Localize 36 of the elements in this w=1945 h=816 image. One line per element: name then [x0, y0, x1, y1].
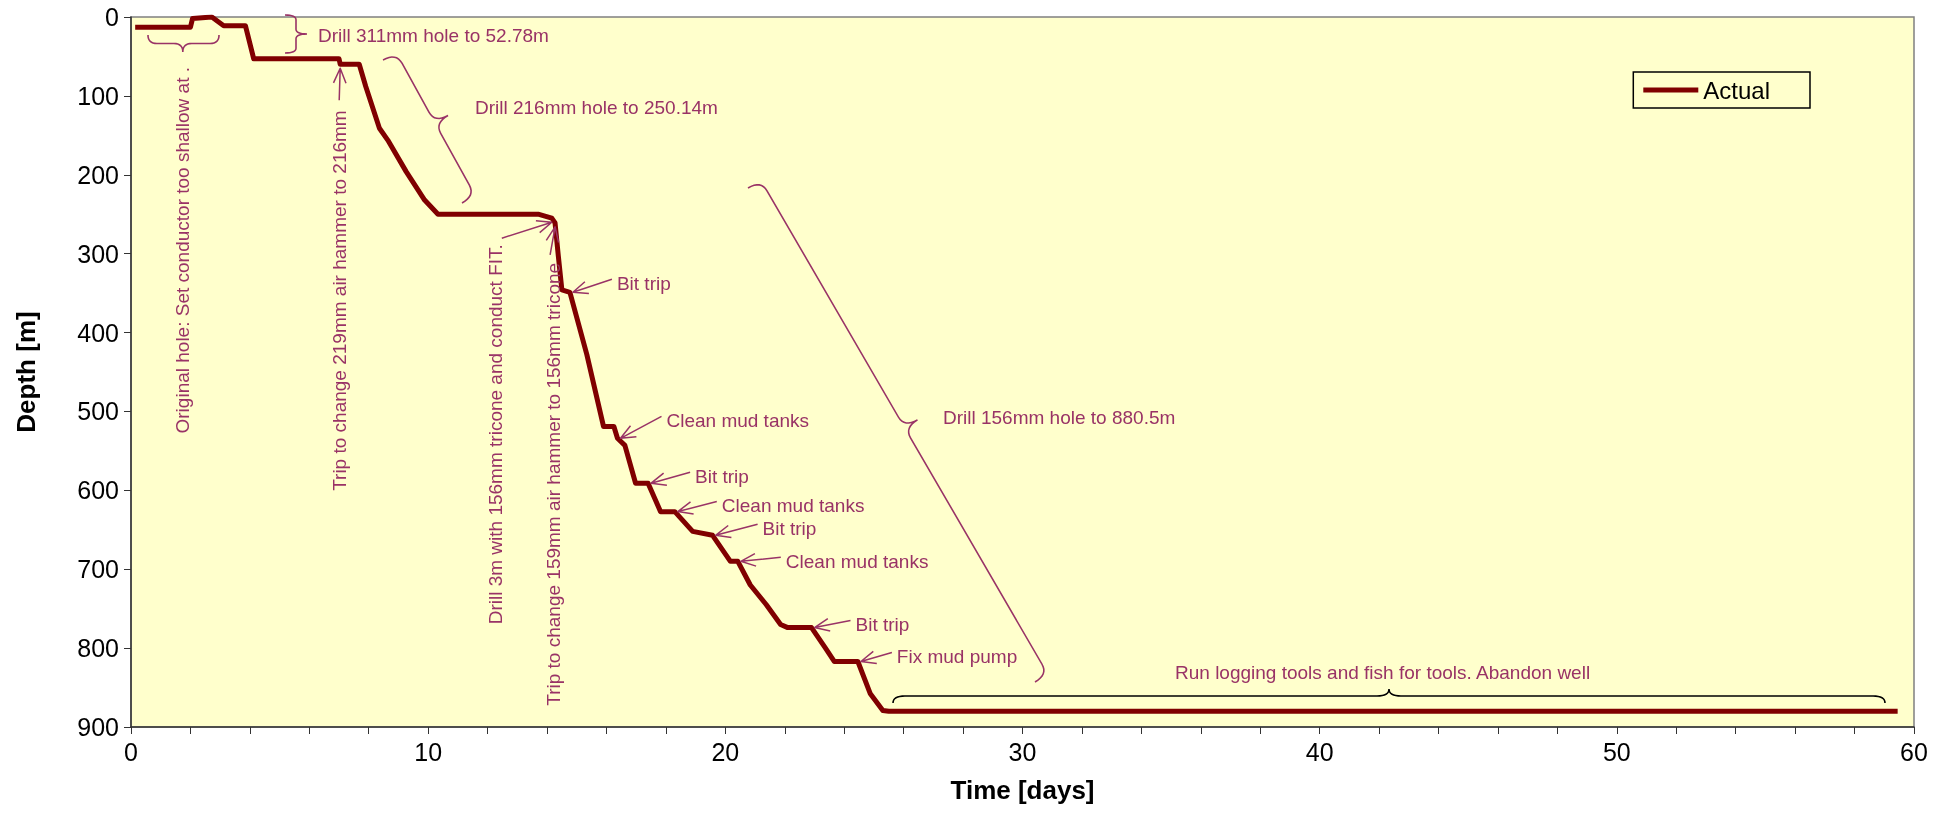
annotation: Clean mud tanks	[721, 495, 865, 517]
legend-label: Actual	[1703, 76, 1770, 104]
x-tick-label: 10	[414, 737, 443, 766]
annotation: Bit trip	[762, 517, 817, 539]
x-axis-title: Time [days]	[950, 775, 1095, 805]
annotation: Run logging tools and fish for tools. Abandon well	[1175, 661, 1591, 683]
y-tick-label: 400	[77, 318, 119, 347]
annotation: Fix mud pump	[896, 646, 1018, 668]
annotation: Clean mud tanks	[785, 550, 929, 572]
annotation: Trip to change 159mm air hammer to 156mm tricone	[542, 262, 564, 706]
annotation: Bit trip	[616, 272, 671, 294]
annotation: Drill 311mm hole to 52.78m	[318, 24, 549, 46]
annotation: Clean mud tanks	[666, 409, 810, 431]
annotation: Original hole: Set conductor too shallow at .	[171, 67, 193, 434]
annotation: Drill 3m with 156mm tricone and conduct FIT.	[485, 244, 507, 625]
annotation: Drill 216mm hole to 250.14m	[475, 96, 718, 118]
annotation: Bit trip	[695, 465, 749, 487]
x-tick-label: 50	[1602, 737, 1631, 766]
x-tick-label: 30	[1008, 737, 1037, 766]
y-tick-label: 600	[77, 476, 119, 505]
y-tick-label: 200	[77, 160, 119, 189]
y-axis-title: Depth [m]	[11, 311, 41, 433]
x-tick-label: 0	[124, 737, 138, 766]
annotation: Trip to change 219mm air hammer to 216mm	[328, 110, 350, 491]
x-tick-label: 20	[711, 737, 740, 766]
y-tick-label: 700	[77, 555, 119, 584]
annotation: Drill 156mm hole to 880.5m	[943, 406, 1176, 428]
annotation: Bit trip	[855, 614, 910, 636]
y-tick-label: 500	[77, 397, 119, 426]
x-tick-label: 40	[1305, 737, 1334, 766]
y-tick-label: 800	[77, 634, 119, 663]
x-tick-label: 60	[1900, 737, 1928, 766]
y-tick-label: 100	[77, 81, 119, 110]
y-tick-label: 0	[105, 3, 119, 31]
y-tick-label: 300	[77, 239, 119, 268]
y-tick-label: 900	[77, 713, 119, 741]
